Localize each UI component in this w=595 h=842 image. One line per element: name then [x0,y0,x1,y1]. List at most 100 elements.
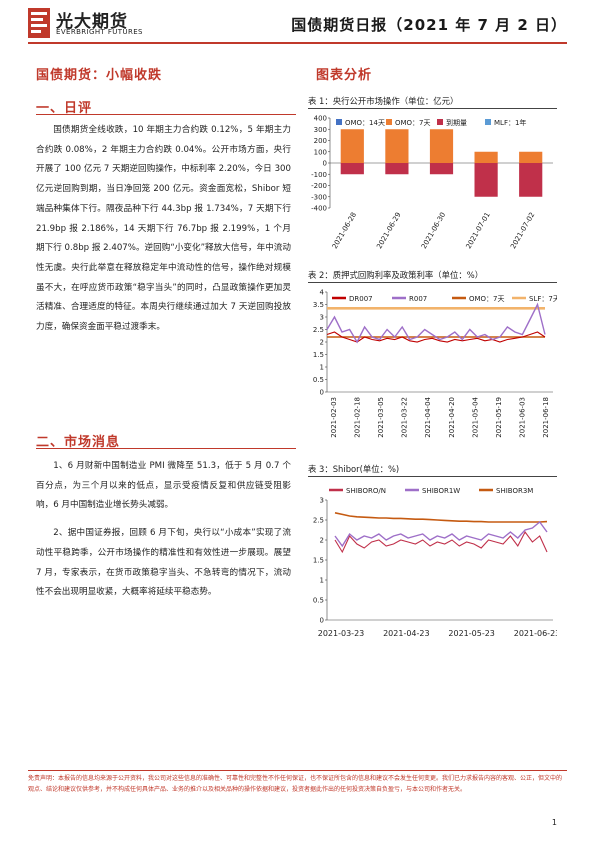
chart2-y-tick-label: 3 [320,314,324,322]
chart3-x-tick-label: 2021-05-23 [448,629,495,638]
chart3-y-tick-label: 3 [320,497,324,505]
chart2-x-tick-label: 2021-04-04 [424,396,432,437]
chart2-y-tick-label: 4 [320,289,325,297]
chart3-y-tick-label: 0 [320,617,324,625]
chart3-series-line [334,520,548,548]
chart1-x-tick-label: 2021-06-30 [420,211,447,250]
chart2-y-tick-label: 1 [320,364,324,372]
logo-text: 光大期货 [56,12,128,32]
chart2-y-tick-label: 1.5 [313,351,324,359]
chart1-legend-swatch [485,119,491,125]
chart1-bar [385,129,409,163]
chart3-caption: 表 3：Shibor(单位：%) [308,464,400,474]
chart3-top-rule [308,476,557,477]
chart3-x-tick-label: 2021-03-23 [318,629,365,638]
chart1-y-tick-label: 200 [314,137,327,145]
chart2-x-tick-label: 2021-03-05 [377,397,385,438]
chart3-series-line [334,512,548,523]
news-item: 1、6 月财新中国制造业 PMI 微降至 51.3，低于 5 月 0.7 个百分… [36,461,291,511]
chart3-series-line [334,530,548,554]
chart3-y-tick-label: 1 [320,577,324,585]
chart1-bar [385,163,409,175]
section-divider [36,114,296,115]
chart2-legend-label: SLF：7天 [529,295,557,303]
chart1-caption: 表 1：央行公开市场操作（单位：亿元） [308,96,459,106]
chart3-y-tick-label: 0.5 [313,597,324,605]
chart3-legend-label: SHIBOR1W [422,487,460,495]
chart3-x-tick-label: 2021-04-23 [383,629,430,638]
chart1-legend-swatch [437,119,443,125]
chart2-x-tick-label: 2021-04-20 [448,397,456,438]
chart2-x-tick-label: 2021-03-22 [401,397,409,438]
chart2-x-tick-label: 2021-06-18 [542,397,550,438]
chart3-legend-label: SHIBORO/N [346,487,386,495]
logo-icon [28,8,50,38]
chart2-x-tick-label: 2021-06-03 [518,397,526,438]
chart1-y-tick-label: 0 [323,160,327,168]
chart3-shibor: 3 2.5 2 1.5 1 0.5 0 2021-03-23 2021-04-23 2021-05… [313,487,557,638]
chart2-x-tick-label: 2021-02-03 [330,397,338,438]
chart2-y-tick-label: 2 [320,339,324,347]
chart3-y-tick-label: 1.5 [313,557,324,565]
chart1-bar [340,163,364,175]
section-heading-market-news: 二、市场消息 [36,435,121,450]
chart3-legend-label: SHIBOR3M [496,487,533,495]
chart1-y-tick-label: 100 [314,148,327,156]
chart2-y-tick-label: 0.5 [313,376,324,384]
footer-divider [28,770,567,771]
report-title: 国债期货日报（2021 年 7 月 2 日） [291,16,567,34]
chart2-y-tick-label: 3.5 [313,301,324,309]
chart1-bar [519,163,543,197]
market-news-text: 1、6 月财新中国制造业 PMI 微降至 51.3，低于 5 月 0.7 个百分… [36,457,291,603]
chart1-x-tick-label: 2021-06-29 [375,211,402,250]
chart1-y-tick-label: -100 [311,171,327,179]
chart1-y-tick-label: -300 [311,193,327,201]
chart1-y-tick-label: -400 [311,205,327,213]
chart3-x-tick-label: 2021-06-23 [514,629,557,638]
chart2-legend-label: DR007 [349,295,373,303]
chart2-legend-label: R007 [409,295,427,303]
chart1-legend-swatch [336,119,342,125]
chart1-omo-operations: 400 300 200 100 0 -100 -200 -300 -400 2021-06-28 2… [311,115,553,250]
chart2-caption: 表 2：质押式回购利率及政策利率（单位：%） [308,270,484,280]
chart2-legend-label: OMO：7天 [469,295,505,303]
chart1-legend-label: 到期量 [446,119,467,127]
chart3-y-tick-label: 2.5 [313,517,324,525]
chart3-y-tick-label: 2 [320,537,324,545]
daily-review-text: 国债期货全线收跌，10 年期主力合约跌 0.12%，5 年期主力合约跌 0.08… [36,121,291,338]
chart1-legend-swatch [386,119,392,125]
chart1-x-tick-label: 2021-07-01 [465,211,492,250]
disclaimer-text: 免责声明：本报告的信息均来源于公开资料，我公司对这些信息的准确性、可靠性和完整性… [28,775,563,793]
chart1-x-tick-label: 2021-06-28 [331,211,358,250]
header-divider [28,42,567,44]
article-title: 国债期货：小幅收跌 [36,68,163,83]
chart2-y-tick-label: 2.5 [313,326,324,334]
chart2-repo-rates: 4 3.5 3 2.5 2 1.5 1 0.5 0 2021-02-03 2021-02-18 202… [313,289,557,438]
chart1-y-tick-label: 300 [314,126,327,134]
logo-subtitle: EVERBRIGHT FUTURES [56,28,143,36]
chart1-bar [340,129,364,163]
chart1-legend-label: OMO：7天 [395,119,431,127]
section-divider [36,448,296,449]
chart1-legend-label: MLF：1年 [494,118,526,127]
page-number: 1 [551,818,557,827]
chart2-top-rule [308,282,557,283]
chart1-legend-label: OMO：14天 [345,119,385,127]
chart2-series-line [326,302,546,344]
chart2-series-line [326,331,546,343]
chart2-y-tick-label: 0 [320,389,324,397]
section-heading-daily-review: 一、日评 [36,101,93,116]
daily-review-paragraph: 国债期货全线收跌，10 年期主力合约跌 0.12%，5 年期主力合约跌 0.08… [36,125,291,333]
chart2-x-tick-label: 2021-05-19 [495,397,503,438]
news-item: 2、据中国证券报，回顾 6 月下旬，央行以“小成本”实现了流动性平稳跨季，公开市… [36,528,291,598]
chart1-bar [474,163,498,197]
chart2-x-tick-label: 2021-05-04 [471,396,479,437]
chart2-x-tick-label: 2021-02-18 [354,397,362,438]
chart1-bar [429,129,454,163]
chart1-bar [429,163,454,175]
chart1-y-tick-label: -200 [311,182,327,190]
chart-section-heading: 图表分析 [316,68,373,83]
chart1-y-tick-label: 400 [314,115,327,123]
chart1-bar [519,151,543,163]
chart1-x-tick-label: 2021-07-02 [509,211,536,250]
